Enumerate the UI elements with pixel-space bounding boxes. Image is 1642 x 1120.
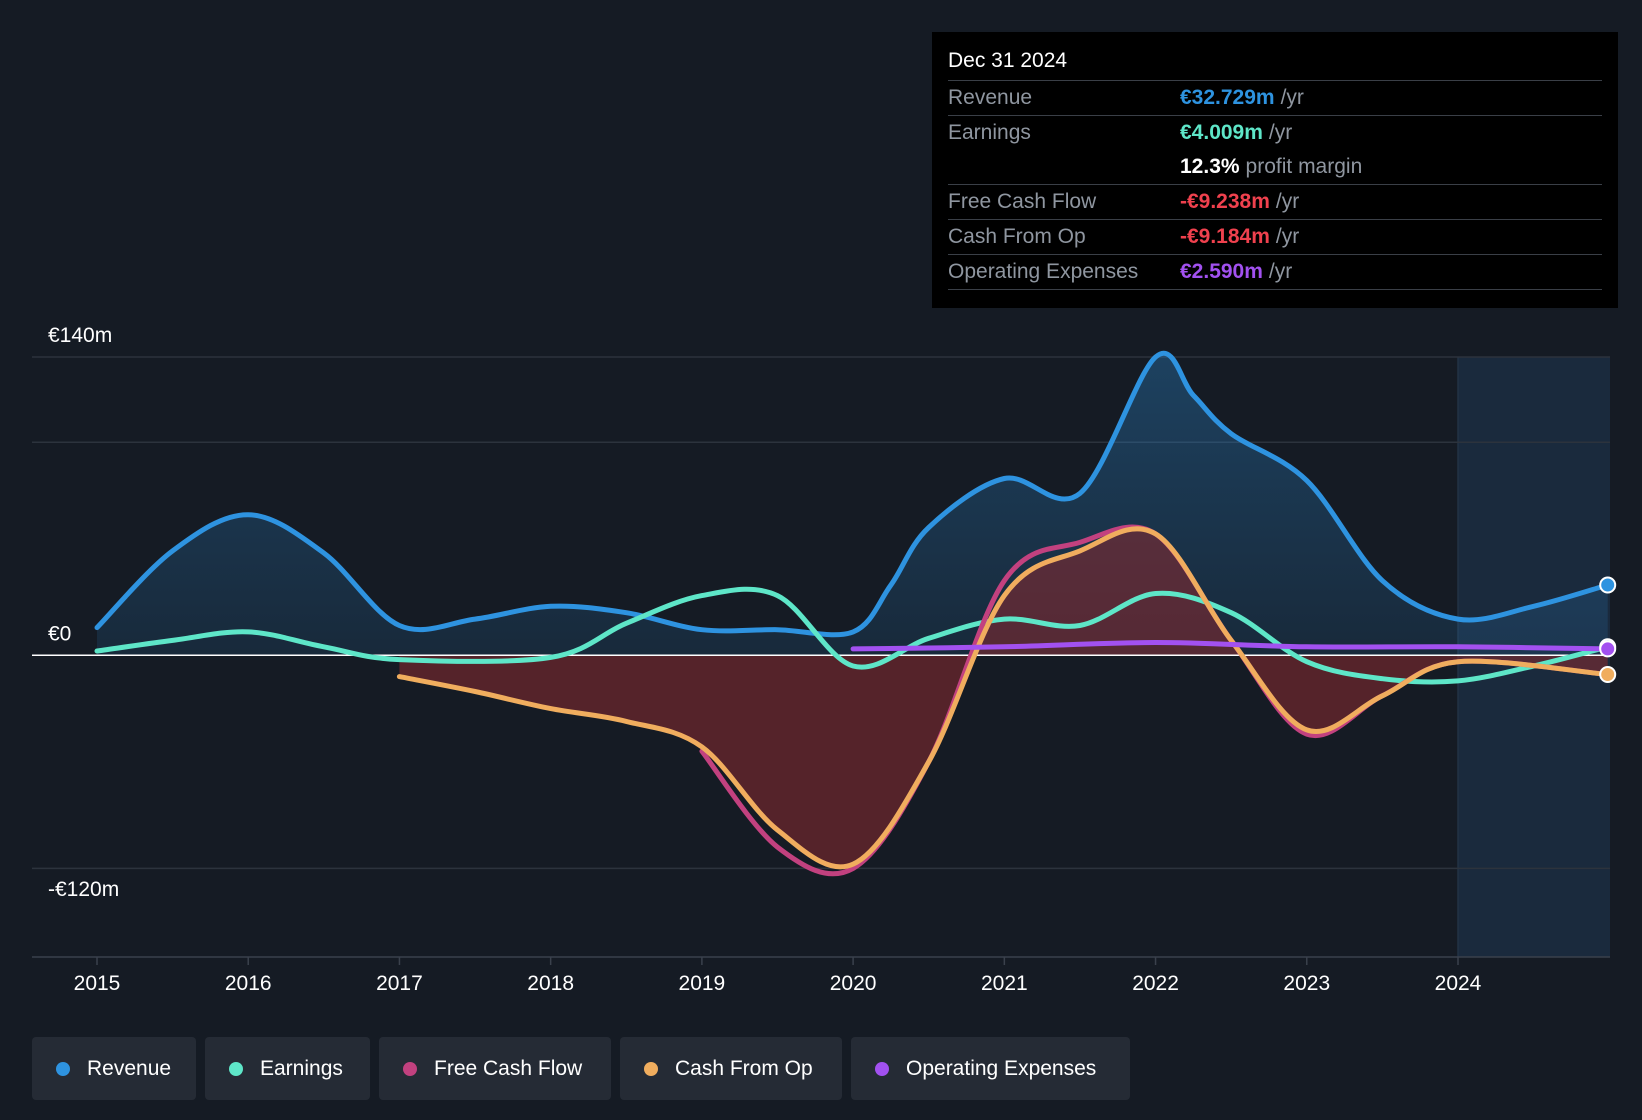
profit-margin-value: 12.3%	[1180, 155, 1240, 178]
x-tick-label: 2023	[1283, 972, 1330, 995]
tooltip-row-fcf: Free Cash Flow -€9.238m /yr	[948, 184, 1602, 219]
series-fills	[97, 353, 1608, 867]
tooltip-label: Cash From Op	[948, 225, 1086, 248]
cash-from-op-end-marker	[1599, 665, 1617, 683]
legend-label: Earnings	[260, 1056, 343, 1080]
legend-dot-icon	[875, 1061, 889, 1076]
cash-from-op-area	[399, 528, 1608, 867]
legend-dot-icon	[644, 1061, 658, 1076]
x-tick-label: 2020	[830, 972, 877, 995]
tooltip-unit: /yr	[1275, 190, 1300, 213]
tooltip-value: €4.009m	[1180, 121, 1263, 144]
operating-expenses-end-marker	[1599, 640, 1617, 658]
tooltip-unit: /yr	[1268, 121, 1293, 144]
grid	[32, 356, 1610, 870]
tooltip-row-opex: Operating Expenses €2.590m /yr	[948, 254, 1602, 290]
y-tick-label: €0	[48, 622, 71, 645]
tooltip-value: -€9.184m	[1180, 225, 1270, 248]
legend-item-free-cash-flow[interactable]: Free Cash Flow	[379, 1037, 611, 1100]
x-tick-label: 2024	[1435, 972, 1482, 995]
x-tick-label: 2015	[74, 972, 121, 995]
x-tick-label: 2017	[376, 972, 423, 995]
legend-label: Operating Expenses	[906, 1056, 1097, 1080]
cash-from-op-line	[396, 526, 1611, 870]
y-tick-label: -€120m	[48, 878, 119, 901]
revenue-line	[94, 351, 1611, 638]
tooltip-unit: /yr	[1275, 225, 1300, 248]
series-lines	[94, 351, 1611, 877]
legend-label: Revenue	[87, 1056, 172, 1080]
legend-label: Cash From Op	[675, 1056, 813, 1080]
x-tick-label: 2022	[1132, 972, 1179, 995]
tooltip-label: Operating Expenses	[948, 260, 1139, 283]
revenue-area	[97, 353, 1608, 656]
tooltip-value: €32.729m	[1180, 86, 1275, 109]
legend-item-revenue[interactable]: Revenue	[32, 1037, 196, 1100]
legend-dot-icon	[56, 1061, 70, 1076]
tooltip-value: -€9.238m	[1180, 190, 1270, 213]
y-tick-label: €140m	[48, 324, 112, 347]
legend: Revenue Earnings Free Cash Flow Cash Fro…	[32, 1037, 1130, 1100]
y-axis-labels: €140m €0 -€120m	[48, 324, 119, 901]
tooltip-value: €2.590m	[1180, 260, 1263, 283]
end-markers	[1599, 576, 1617, 683]
tooltip-date: Dec 31 2024	[948, 49, 1068, 72]
profit-margin-text: profit margin	[1245, 155, 1363, 178]
tooltip-row-earnings: Earnings €4.009m /yr	[948, 115, 1602, 150]
x-tick-label: 2019	[679, 972, 726, 995]
x-tick-label: 2016	[225, 972, 272, 995]
legend-label: Free Cash Flow	[434, 1056, 583, 1080]
tooltip-unit: /yr	[1280, 86, 1304, 109]
x-axis-labels: 2015 2016 2017 2018 2019 2020 2021 2022 2023 2024	[74, 957, 1482, 995]
revenue-end-marker	[1599, 576, 1617, 594]
tooltip-label: Earnings	[948, 121, 1031, 144]
x-tick-label: 2018	[527, 972, 574, 995]
legend-item-earnings[interactable]: Earnings	[205, 1037, 370, 1100]
tooltip-row-margin: 12.3% profit margin	[948, 150, 1602, 184]
tooltip: Dec 31 2024 Revenue €32.729m /yr Earning…	[932, 32, 1618, 308]
legend-item-cash-from-op[interactable]: Cash From Op	[620, 1037, 842, 1100]
operating-expenses-line	[850, 640, 1611, 652]
tooltip-row-revenue: Revenue €32.729m /yr	[948, 80, 1602, 115]
tooltip-row-cfo: Cash From Op -€9.184m /yr	[948, 219, 1602, 254]
tooltip-label: Revenue	[948, 86, 1033, 109]
earnings-line	[94, 586, 1611, 685]
legend-dot-icon	[403, 1061, 417, 1076]
legend-dot-icon	[229, 1061, 243, 1076]
x-tick-label: 2021	[981, 972, 1028, 995]
tooltip-label: Free Cash Flow	[948, 190, 1097, 213]
legend-item-operating-expenses[interactable]: Operating Expenses	[851, 1037, 1130, 1100]
tooltip-unit: /yr	[1268, 260, 1293, 283]
